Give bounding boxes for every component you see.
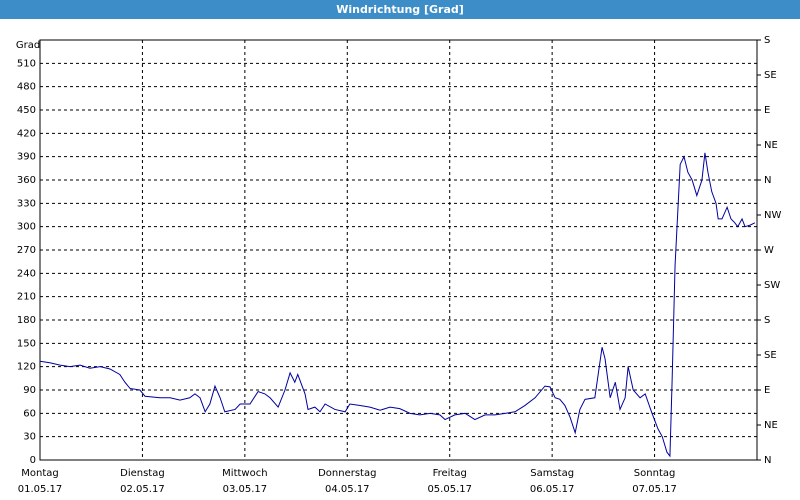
y-tick-label: 270 <box>17 245 36 256</box>
x-tick-label: Mittwoch <box>222 468 267 479</box>
y2-tick-label: SW <box>764 280 780 291</box>
x-tick-label: Freitag <box>433 468 467 479</box>
x-tick-label: Donnerstag <box>318 468 376 479</box>
y2-tick-label: E <box>764 385 770 396</box>
y-tick-label: 480 <box>17 82 36 93</box>
x-tick-label: Samstag <box>530 468 574 479</box>
x-tick-date: 01.05.17 <box>18 484 63 495</box>
y-axis-label: Grad <box>16 40 40 51</box>
y-tick-label: 210 <box>17 292 36 303</box>
x-tick-date: 02.05.17 <box>120 484 165 495</box>
y-tick-label: 450 <box>17 105 36 116</box>
y2-tick-label: E <box>764 105 770 116</box>
y-tick-label: 240 <box>17 268 36 279</box>
y2-tick-label: N <box>764 175 771 186</box>
plot-border <box>39 39 758 461</box>
y-tick-label: 120 <box>17 362 36 373</box>
y-tick-label: 180 <box>17 315 36 326</box>
y-tick-label: 420 <box>17 128 36 139</box>
y-tick-label: 330 <box>17 198 36 209</box>
x-tick-date: 06.05.17 <box>530 484 575 495</box>
x-tick-date: 05.05.17 <box>427 484 472 495</box>
y-tick-label: 510 <box>17 58 36 69</box>
y-tick-label: 150 <box>17 338 36 349</box>
x-tick-date: 04.05.17 <box>325 484 370 495</box>
y2-tick-label: NE <box>764 420 778 431</box>
y2-tick-label: SE <box>764 350 777 361</box>
y-tick-label: 360 <box>17 175 36 186</box>
x-tick-date: 07.05.17 <box>632 484 677 495</box>
x-tick-label: Montag <box>21 468 58 479</box>
y-tick-label: 30 <box>23 432 36 443</box>
y2-tick-label: SE <box>764 70 777 81</box>
y-tick-label: 0 <box>30 455 36 466</box>
y2-tick-label: S <box>764 315 770 326</box>
y2-tick-label: S <box>764 35 770 46</box>
y2-tick-label: N <box>764 455 771 466</box>
y-tick-label: 90 <box>23 385 36 396</box>
y2-tick-label: NW <box>764 210 781 221</box>
x-tick-label: Dienstag <box>120 468 165 479</box>
y-tick-label: 390 <box>17 152 36 163</box>
x-tick-label: Sonntag <box>634 468 676 479</box>
x-tick-date: 03.05.17 <box>223 484 268 495</box>
title-bar: Windrichtung [Grad] <box>0 0 800 19</box>
y-tick-label: 60 <box>23 408 36 419</box>
y2-tick-label: W <box>764 245 774 256</box>
y-tick-label: 300 <box>17 222 36 233</box>
line-series <box>39 152 756 458</box>
y2-tick-label: NE <box>764 140 778 151</box>
